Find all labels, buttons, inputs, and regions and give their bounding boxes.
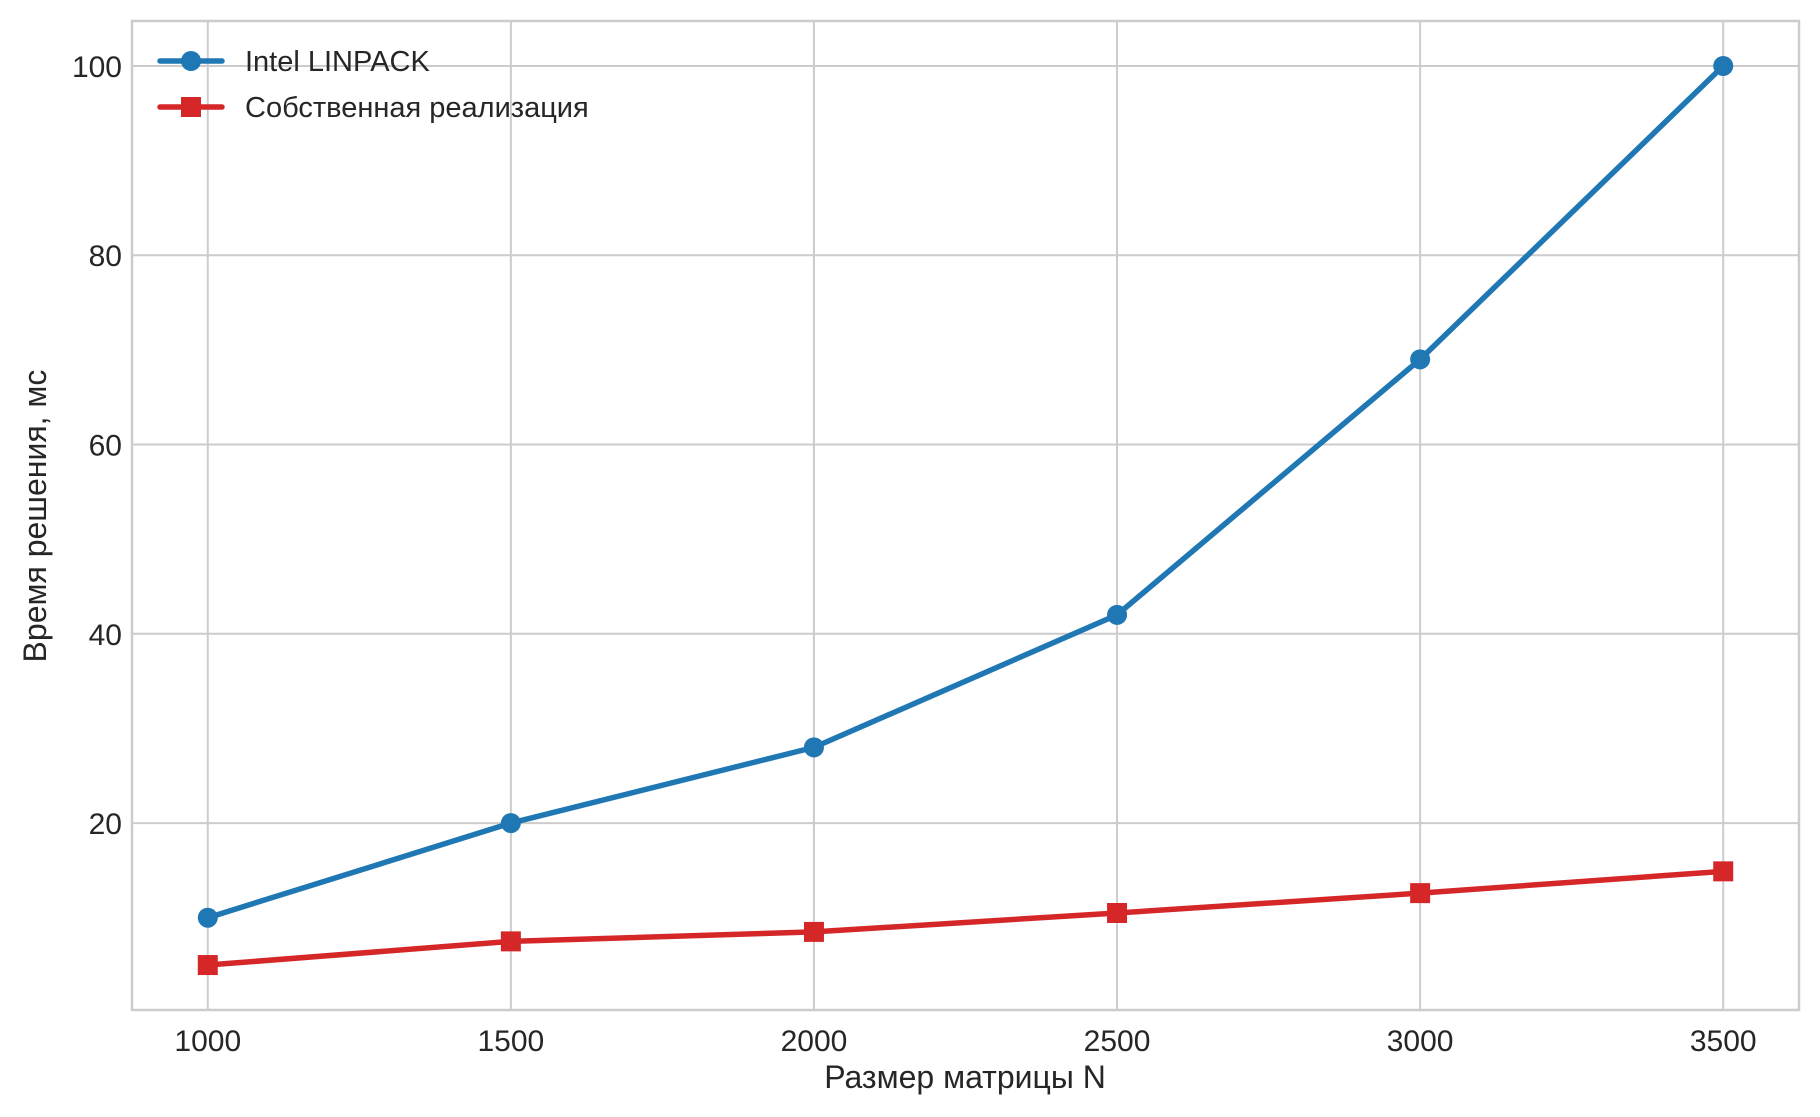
legend-label: Собственная реализация — [245, 92, 589, 124]
legend-label: Intel LINPACK — [245, 46, 430, 78]
x-tick-label: 3500 — [1690, 1025, 1757, 1058]
y-tick-label: 100 — [72, 51, 122, 84]
x-tick-label: 2500 — [1084, 1025, 1151, 1058]
data-point — [803, 737, 824, 758]
data-point — [197, 907, 218, 928]
data-point — [1410, 349, 1431, 370]
legend-circle-marker — [181, 51, 201, 71]
x-tick-label: 2000 — [781, 1025, 848, 1058]
series — [197, 55, 1734, 976]
data-point — [1107, 902, 1128, 923]
data-point — [500, 931, 521, 952]
data-point — [1107, 604, 1128, 625]
legend: Intel LINPACK Собственная реализация — [157, 46, 589, 124]
series-intel-linpack — [197, 55, 1734, 928]
axes-frame — [130, 19, 1801, 1012]
y-tick-label: 20 — [89, 808, 122, 841]
y-tick-label: 60 — [89, 430, 122, 463]
data-point — [197, 955, 218, 976]
data-point — [1713, 861, 1734, 882]
series-line — [205, 63, 1726, 921]
y-tick-label: 80 — [89, 240, 122, 273]
data-point — [803, 921, 824, 942]
series-own-implementation — [197, 861, 1734, 976]
data-point — [1410, 883, 1431, 904]
data-point — [1713, 55, 1734, 76]
y-tick-label: 40 — [89, 619, 122, 652]
x-tick-label: 1000 — [174, 1025, 241, 1058]
x-tick-label: 1500 — [477, 1025, 544, 1058]
legend-square-marker — [181, 97, 201, 117]
series-line — [205, 868, 1726, 968]
data-point — [500, 813, 521, 834]
legend-item: Собственная реализация — [157, 92, 589, 124]
x-axis-label: Размер матрицы N — [824, 1059, 1106, 1095]
legend-item: Intel LINPACK — [157, 46, 430, 78]
y-axis-label: Время решения, мс — [17, 370, 53, 663]
ticks: 1000 1500 2000 2500 3000 3500 20 40 60 80 100 — [72, 51, 1757, 1058]
grid — [132, 21, 1799, 1010]
x-tick-label: 3000 — [1387, 1025, 1454, 1058]
